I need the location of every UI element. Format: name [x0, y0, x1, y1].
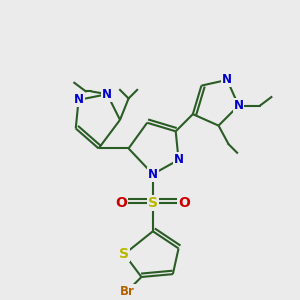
Text: O: O: [116, 196, 128, 210]
Text: O: O: [178, 196, 190, 210]
Text: S: S: [119, 247, 129, 261]
Text: N: N: [233, 99, 244, 112]
Text: N: N: [174, 153, 184, 167]
Text: N: N: [148, 168, 158, 181]
Text: N: N: [222, 74, 232, 86]
Text: N: N: [102, 88, 112, 101]
Text: Br: Br: [120, 285, 135, 298]
Text: N: N: [74, 93, 84, 106]
Text: S: S: [148, 196, 158, 210]
